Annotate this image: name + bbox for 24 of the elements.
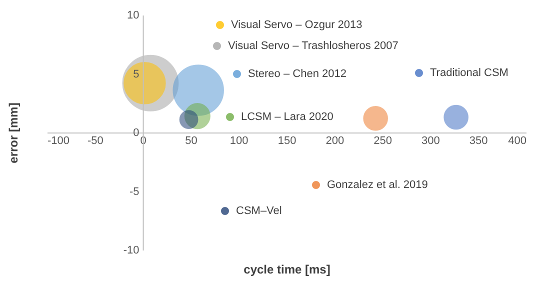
legend-label: LCSM – Lara 2020 xyxy=(241,111,334,123)
y-tick-label: 0 xyxy=(133,127,140,139)
x-axis-title: cycle time [ms] xyxy=(244,262,330,276)
x-tick-label: -100 xyxy=(48,135,70,147)
x-tick-label: 100 xyxy=(230,135,248,147)
x-tick-label: 350 xyxy=(469,135,488,147)
y-tick-label: -10 xyxy=(123,244,140,256)
y-tick-label: 5 xyxy=(133,68,140,80)
legend-label: Gonzalez et al. 2019 xyxy=(327,179,428,191)
legend-label: Stereo – Chen 2012 xyxy=(248,68,346,80)
x-tick-label: 250 xyxy=(374,135,392,147)
legend-label: Traditional CSM xyxy=(430,67,508,79)
x-tick-label: -50 xyxy=(87,135,104,147)
x-tick-label: 50 xyxy=(185,135,198,147)
y-axis-title: error [mm] xyxy=(6,102,20,164)
legend-label: Visual Servo – Ozgur 2013 xyxy=(231,19,362,31)
x-tick-label: 200 xyxy=(326,135,344,147)
legend-label: Visual Servo – Trashlosheros 2007 xyxy=(228,40,398,52)
legend-label: CSM–Vel xyxy=(236,205,282,217)
x-tick-label: 300 xyxy=(422,135,440,147)
x-tick-label: 150 xyxy=(278,135,296,147)
y-tick-label: -5 xyxy=(130,186,140,198)
x-tick-label: 400 xyxy=(508,135,526,147)
y-tick-label: 10 xyxy=(127,10,140,22)
